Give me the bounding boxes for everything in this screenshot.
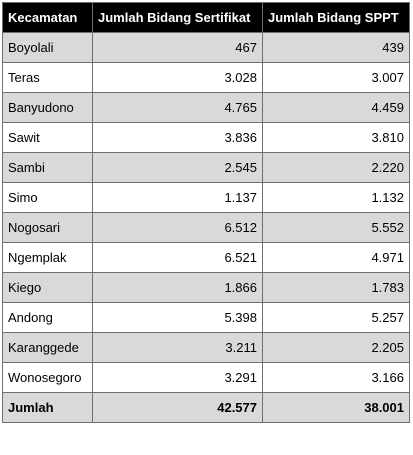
cell-sertifikat: 2.545	[92, 152, 263, 183]
cell-kecamatan: Karanggede	[2, 332, 93, 363]
cell-sppt: 2.205	[262, 332, 410, 363]
cell-sertifikat: 6.521	[92, 242, 263, 273]
cell-kecamatan: Ngemplak	[2, 242, 93, 273]
table-row: Kiego 1.866 1.783	[2, 272, 410, 303]
cell-sppt: 1.132	[262, 182, 410, 213]
column-header-jumlah-bidang-sertifikat: Jumlah Bidang Sertifikat	[92, 2, 263, 33]
cell-kecamatan: Boyolali	[2, 32, 93, 63]
table-row: Wonosegoro 3.291 3.166	[2, 362, 410, 393]
table-row: Boyolali 467 439	[2, 32, 410, 63]
cell-kecamatan: Nogosari	[2, 212, 93, 243]
cell-kecamatan: Teras	[2, 62, 93, 93]
table-row: Nogosari 6.512 5.552	[2, 212, 410, 243]
table-row: Simo 1.137 1.132	[2, 182, 410, 213]
cell-kecamatan: Sawit	[2, 122, 93, 153]
cell-sertifikat: 3.028	[92, 62, 263, 93]
table-row: Teras 3.028 3.007	[2, 62, 410, 93]
cell-sppt: 3.810	[262, 122, 410, 153]
cell-sertifikat: 1.137	[92, 182, 263, 213]
cell-sppt: 2.220	[262, 152, 410, 183]
total-label: Jumlah	[2, 392, 93, 423]
cell-kecamatan: Simo	[2, 182, 93, 213]
cell-sertifikat: 467	[92, 32, 263, 63]
cell-sertifikat: 3.211	[92, 332, 263, 363]
cell-kecamatan: Sambi	[2, 152, 93, 183]
cell-sppt: 5.552	[262, 212, 410, 243]
table-row: Ngemplak 6.521 4.971	[2, 242, 410, 273]
table-row: Sawit 3.836 3.810	[2, 122, 410, 153]
data-table: Kecamatan Jumlah Bidang Sertifikat Jumla…	[2, 2, 410, 423]
cell-kecamatan: Andong	[2, 302, 93, 333]
table-footer: Jumlah 42.577 38.001	[2, 392, 410, 423]
cell-kecamatan: Wonosegoro	[2, 362, 93, 393]
total-sertifikat: 42.577	[92, 392, 263, 423]
cell-sppt: 4.459	[262, 92, 410, 123]
table-row: Karanggede 3.211 2.205	[2, 332, 410, 363]
table-container: Kecamatan Jumlah Bidang Sertifikat Jumla…	[2, 2, 410, 451]
cell-sertifikat: 3.291	[92, 362, 263, 393]
cell-kecamatan: Banyudono	[2, 92, 93, 123]
cell-sertifikat: 6.512	[92, 212, 263, 243]
header-row: Kecamatan Jumlah Bidang Sertifikat Jumla…	[2, 2, 410, 33]
total-sppt: 38.001	[262, 392, 410, 423]
cell-sppt: 4.971	[262, 242, 410, 273]
cell-sppt: 3.007	[262, 62, 410, 93]
cell-kecamatan: Kiego	[2, 272, 93, 303]
cell-sertifikat: 4.765	[92, 92, 263, 123]
cell-sppt: 1.783	[262, 272, 410, 303]
table-header: Kecamatan Jumlah Bidang Sertifikat Jumla…	[2, 2, 410, 33]
column-header-jumlah-bidang-sppt: Jumlah Bidang SPPT	[262, 2, 410, 33]
cell-sertifikat: 1.866	[92, 272, 263, 303]
table-row: Sambi 2.545 2.220	[2, 152, 410, 183]
cell-sppt: 439	[262, 32, 410, 63]
cell-sertifikat: 3.836	[92, 122, 263, 153]
cell-sppt: 5.257	[262, 302, 410, 333]
total-row: Jumlah 42.577 38.001	[2, 392, 410, 423]
cell-sertifikat: 5.398	[92, 302, 263, 333]
cell-sppt: 3.166	[262, 362, 410, 393]
table-body: Boyolali 467 439 Teras 3.028 3.007 Banyu…	[2, 32, 410, 393]
table-row: Andong 5.398 5.257	[2, 302, 410, 333]
column-header-kecamatan: Kecamatan	[2, 2, 93, 33]
table-row: Banyudono 4.765 4.459	[2, 92, 410, 123]
